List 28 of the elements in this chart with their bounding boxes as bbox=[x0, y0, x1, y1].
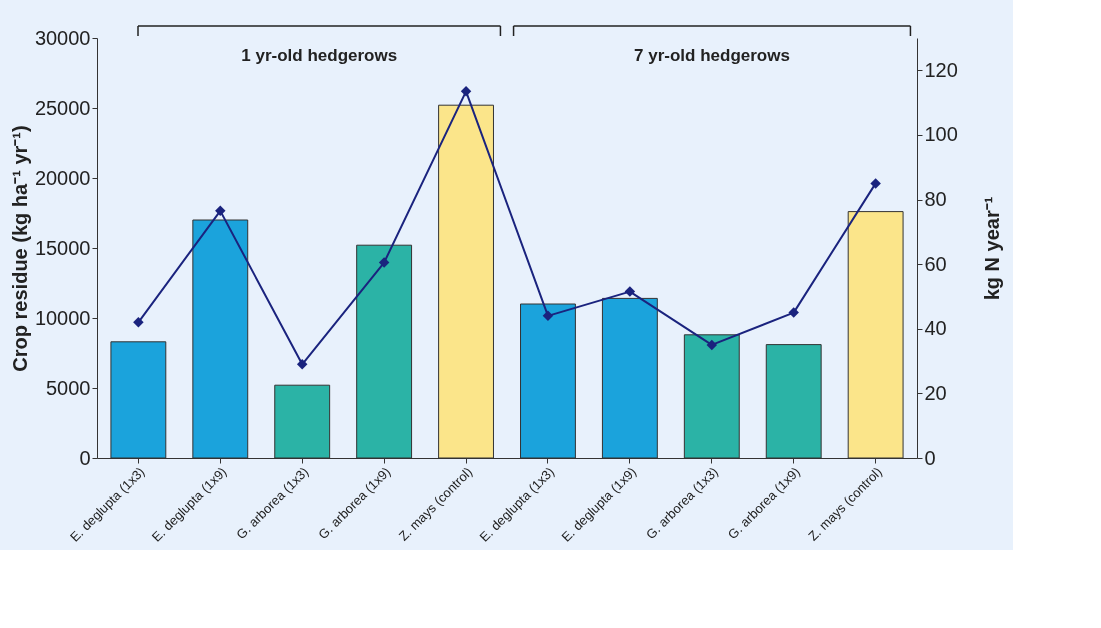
y-tick-label: 10000 bbox=[34, 306, 91, 329]
y-axis-title: Crop residue (kg ha⁻¹ yr⁻¹) bbox=[8, 125, 31, 372]
y2-tick-label: 80 bbox=[924, 188, 947, 211]
y-tick-label: 25000 bbox=[34, 96, 91, 119]
point bbox=[870, 178, 881, 189]
y-tick-label: 5000 bbox=[46, 376, 91, 399]
point bbox=[460, 86, 472, 97]
y2-axis-title: kg N year⁻¹ bbox=[980, 196, 1003, 301]
point bbox=[624, 286, 636, 297]
y2-tick-label: 0 bbox=[924, 446, 936, 469]
point bbox=[378, 257, 390, 268]
y-tick-label: 15000 bbox=[34, 236, 91, 259]
point bbox=[296, 359, 308, 370]
y-tick-label: 20000 bbox=[34, 166, 91, 189]
y2-tick-label: 20 bbox=[924, 381, 947, 404]
y2-tick-label: 100 bbox=[924, 123, 958, 146]
y2-tick-label: 40 bbox=[924, 317, 947, 340]
y2-tick-label: 60 bbox=[924, 252, 947, 275]
y-tick-label: 30000 bbox=[34, 26, 91, 49]
point bbox=[788, 307, 799, 318]
annotation: 7 yr-old hedgerows bbox=[634, 46, 790, 65]
point bbox=[542, 310, 554, 322]
y-tick-label: 0 bbox=[79, 446, 91, 469]
point bbox=[706, 339, 718, 351]
annotation: 1 yr-old hedgerows bbox=[241, 46, 398, 65]
point bbox=[133, 317, 144, 328]
y2-tick-label: 120 bbox=[924, 58, 958, 81]
point bbox=[215, 205, 226, 217]
